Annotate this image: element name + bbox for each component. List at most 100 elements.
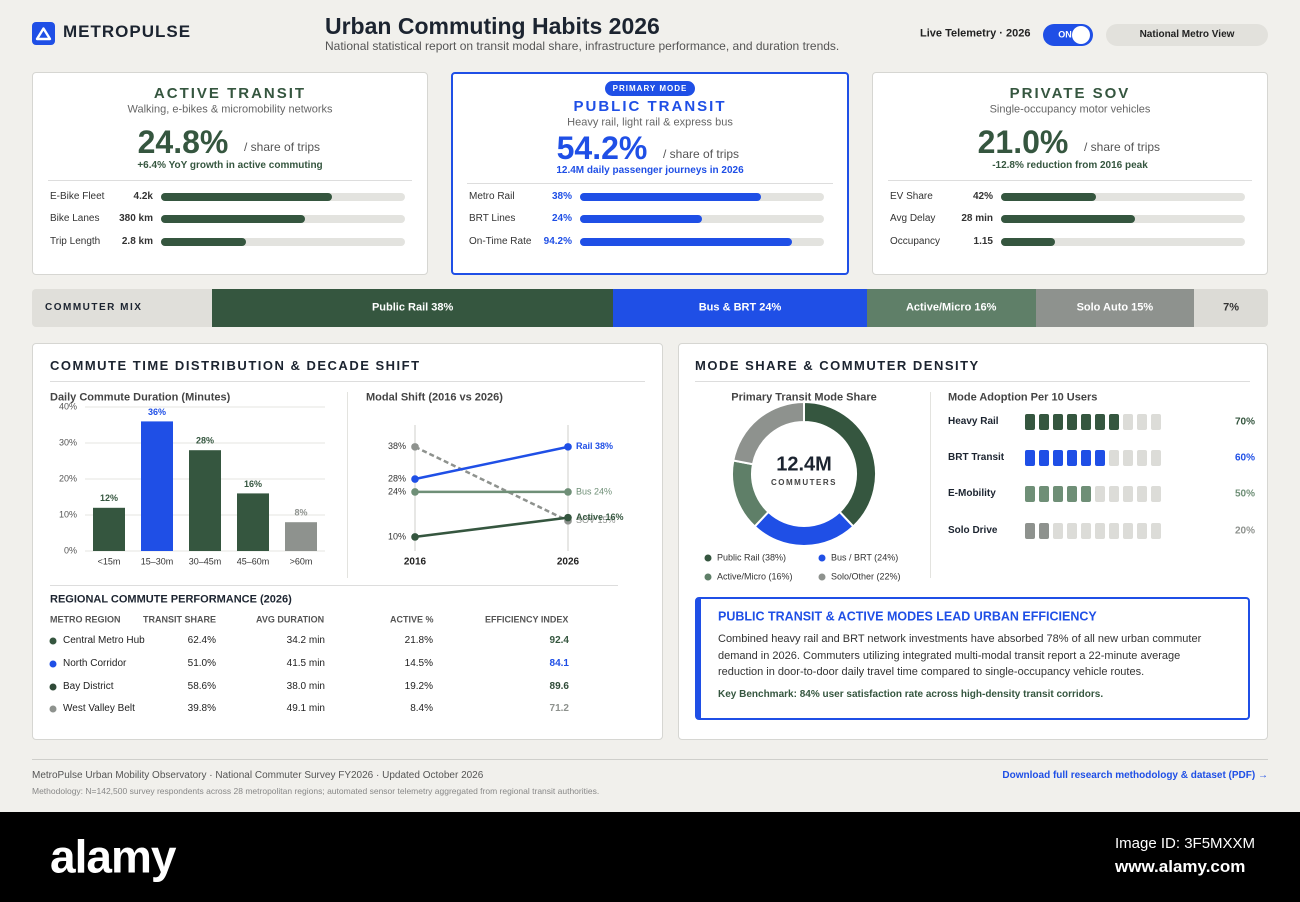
table-header: ACTIVE % xyxy=(390,614,434,625)
card-note: -12.8% reduction from 2016 peak xyxy=(992,160,1148,171)
panel-rule xyxy=(695,381,1250,382)
mix-segment xyxy=(613,289,867,327)
badge-label: PRIMARY MODE xyxy=(612,83,688,93)
table-cell: West Valley Belt xyxy=(63,703,135,714)
card-unit: / share of trips xyxy=(244,139,321,154)
metric-bar xyxy=(161,215,305,223)
table-cell: 89.6 xyxy=(549,681,569,692)
card-divider xyxy=(888,180,1252,181)
card-note: 12.4M daily passenger journeys in 2026 xyxy=(556,165,744,176)
card-title: PUBLIC TRANSIT xyxy=(573,98,727,115)
table-cell: Central Metro Hub xyxy=(63,635,145,646)
row-label: Solo Drive xyxy=(948,525,998,536)
metric-label: BRT Lines xyxy=(469,213,516,224)
toggle-knob xyxy=(1072,26,1090,44)
metric-bar xyxy=(1001,215,1136,223)
table-cell: North Corridor xyxy=(63,658,127,669)
metric-bar xyxy=(580,215,702,223)
card-divider xyxy=(48,180,412,181)
watermark-brand: alamy xyxy=(50,830,176,883)
card-subtitle: Heavy rail, light rail & express bus xyxy=(567,116,733,129)
mix-label: Solo Auto 15% xyxy=(1076,301,1154,314)
table-cell: Bay District xyxy=(63,681,114,692)
metric-value: 28 min xyxy=(961,213,993,224)
metric-label: Trip Length xyxy=(50,236,101,247)
metric-bar xyxy=(161,238,247,246)
metric-value: 38% xyxy=(551,191,572,202)
metric-label: E-Bike Fleet xyxy=(50,191,105,202)
footer-methodology: Methodology: N=142,500 survey respondent… xyxy=(32,785,600,796)
table-cell: 71.2 xyxy=(549,703,569,714)
telemetry-label: Live Telemetry · 2026 xyxy=(920,27,1031,40)
chart-title: Mode Adoption Per 10 Users xyxy=(948,391,1098,404)
metric-label: On-Time Rate xyxy=(469,236,532,247)
mix-label: Active/Micro 16% xyxy=(905,301,997,314)
mix-segment xyxy=(866,289,1036,327)
metric-track xyxy=(580,215,824,223)
mix-label: 7% xyxy=(1223,301,1239,314)
metric-track xyxy=(1001,193,1245,201)
brand-name: METROPULSE xyxy=(63,21,192,41)
watermark-id: Image ID: 3F5MXXM xyxy=(1115,835,1256,852)
metric-value: 94.2% xyxy=(543,236,572,247)
mix-label: Bus & BRT 24% xyxy=(698,301,782,314)
metric-bar xyxy=(580,193,761,201)
view-button[interactable] xyxy=(1106,24,1268,46)
callout xyxy=(695,597,1250,720)
metric-value: 4.2k xyxy=(133,191,153,202)
card-divider xyxy=(467,183,833,184)
table-cell: 21.8% xyxy=(404,635,433,646)
table-cell: 8.4% xyxy=(410,703,433,714)
view-button-label[interactable]: National Metro View xyxy=(1139,29,1235,40)
badge xyxy=(605,81,695,96)
row-label: BRT Transit xyxy=(948,452,1005,463)
metric-bar xyxy=(1001,238,1055,246)
footer-credits: MetroPulse Urban Mobility Observatory · … xyxy=(32,770,484,781)
metric-bar xyxy=(1001,193,1097,201)
table-cell: 58.6% xyxy=(187,681,216,692)
table-cell: 38.0 min xyxy=(286,681,325,692)
panel-rule xyxy=(50,381,645,382)
chart-divider xyxy=(930,392,931,578)
table-cell: 84.1 xyxy=(549,658,569,669)
metric-label: Avg Delay xyxy=(890,213,936,224)
metric-track xyxy=(1001,238,1245,246)
table-cell: 92.4 xyxy=(549,635,569,646)
metric-bar xyxy=(580,238,793,246)
metric-value: 380 km xyxy=(119,213,153,224)
footer-rule xyxy=(32,759,1268,760)
watermark-band xyxy=(0,812,1300,902)
table-cell: 62.4% xyxy=(187,635,216,646)
page-title: Urban Commuting Habits 2026 xyxy=(325,13,660,40)
panel-title: COMMUTE TIME DISTRIBUTION & DECADE SHIFT xyxy=(50,358,421,374)
watermark-url: www.alamy.com xyxy=(1115,856,1246,876)
table-header: EFFICIENCY INDEX xyxy=(485,614,569,625)
card-unit: / share of trips xyxy=(663,146,740,161)
row-label: Heavy Rail xyxy=(948,416,999,427)
table-cell: 34.2 min xyxy=(286,635,325,646)
table-header: AVG DURATION xyxy=(256,614,325,625)
panel-title: MODE SHARE & COMMUTER DENSITY xyxy=(695,358,980,374)
card-unit: / share of trips xyxy=(1084,139,1161,154)
table-cell: 39.8% xyxy=(187,703,216,714)
card-value: 24.8% xyxy=(137,123,229,160)
mix-segment xyxy=(1035,289,1195,327)
callout-title: PUBLIC TRANSIT & ACTIVE MODES LEAD URBAN… xyxy=(718,609,1097,624)
metric-value: 42% xyxy=(972,191,993,202)
chart-title: Primary Transit Mode Share xyxy=(731,391,877,404)
metric-bar xyxy=(161,193,332,201)
metric-label: Occupancy xyxy=(890,236,941,247)
card-subtitle: Single-occupancy motor vehicles xyxy=(989,103,1151,116)
card-value: 21.0% xyxy=(977,123,1069,160)
card-title: ACTIVE TRANSIT xyxy=(153,85,307,102)
metric-value: 1.15 xyxy=(973,236,993,247)
card-title: PRIVATE SOV xyxy=(1009,85,1131,102)
mix-label: Public Rail 38% xyxy=(371,301,454,314)
metric-label: Bike Lanes xyxy=(50,213,100,224)
card-value: 54.2% xyxy=(556,129,648,166)
table-cell: 14.5% xyxy=(404,658,433,669)
footer-link[interactable]: Download full research methodology & dat… xyxy=(1002,770,1268,781)
chart-divider xyxy=(347,392,348,578)
table-header: METRO REGION xyxy=(50,614,121,625)
